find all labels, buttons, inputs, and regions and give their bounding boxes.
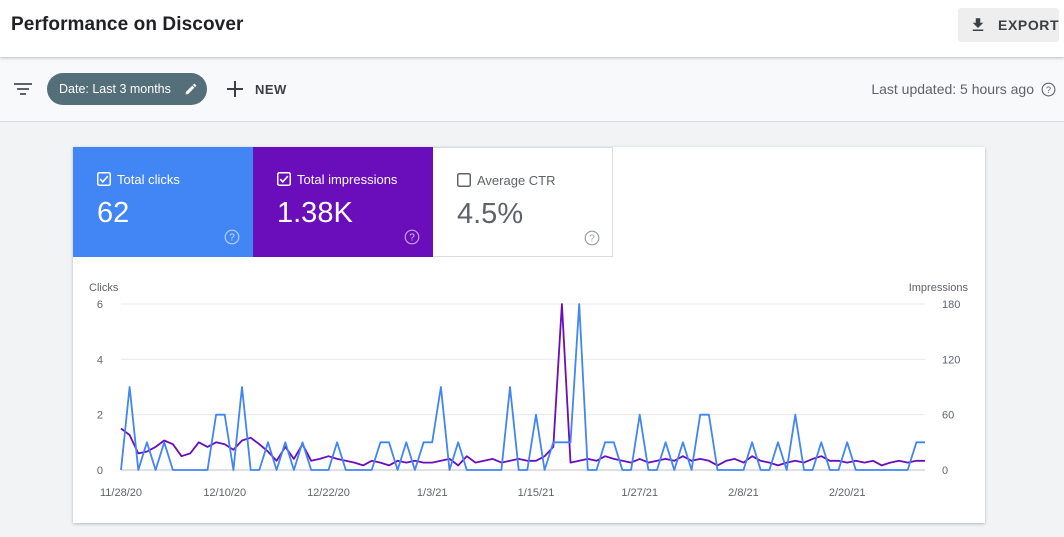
y-right-tick-label: 180 [942,299,960,311]
date-filter-label: Date: Last 3 months [59,82,171,96]
x-tick-label: 12/10/20 [203,487,246,499]
metric-name: Average CTR [477,173,556,188]
help-icon[interactable]: ? [224,229,240,245]
x-tick-label: 1/3/21 [417,487,448,499]
x-tick-label: 11/28/20 [100,487,142,499]
y-left-axis-label: Clicks [89,282,119,294]
new-filter-label: NEW [255,82,287,97]
svg-text:?: ? [1046,85,1051,95]
x-tick-label: 2/20/21 [829,487,866,499]
x-tick-label: 1/15/21 [518,487,555,499]
date-filter-chip[interactable]: Date: Last 3 months [47,73,207,105]
series-line-impressions [120,303,925,467]
x-tick-label: 1/27/21 [621,487,658,499]
svg-text:?: ? [589,234,595,245]
y-left-tick-label: 0 [97,465,103,477]
y-right-tick-label: 60 [942,410,954,422]
metric-average-ctr[interactable]: Average CTR 4.5% ? [433,147,613,257]
help-icon[interactable]: ? [1041,82,1056,97]
y-right-axis-label: Impressions [909,282,969,294]
help-icon[interactable]: ? [584,230,600,246]
metric-total-impressions[interactable]: Total impressions 1.38K ? [253,147,433,257]
series-line-clicks [120,303,925,471]
metric-name: Total clicks [117,172,180,187]
filter-bar: Date: Last 3 months NEW Last updated: 5 … [0,57,1064,122]
top-app-bar: Performance on Discover EXPORT [0,0,1064,57]
checkbox-checked-icon[interactable] [97,172,111,186]
metric-value: 1.38K [277,197,353,229]
download-icon [972,18,984,31]
checkbox-checked-icon[interactable] [277,172,291,186]
x-tick-label: 12/22/20 [307,487,350,499]
last-updated-text: Last updated: 5 hours ago [871,81,1034,97]
y-left-tick-label: 4 [97,354,103,366]
metric-value: 4.5% [457,198,524,230]
help-icon[interactable]: ? [404,229,420,245]
svg-text:?: ? [229,233,235,244]
plus-icon [227,81,243,97]
y-left-tick-label: 6 [97,299,103,311]
y-right-tick-label: 0 [942,465,948,477]
x-tick-label: 2/8/21 [728,487,759,499]
filter-icon[interactable] [13,81,33,97]
svg-text:?: ? [409,233,415,244]
checkbox-unchecked-icon[interactable] [457,173,471,187]
export-button[interactable]: EXPORT [958,8,1059,42]
y-left-tick-label: 2 [97,410,103,422]
y-right-tick-label: 120 [942,354,960,366]
metric-name: Total impressions [297,172,398,187]
metric-value: 62 [97,197,130,229]
metric-total-clicks[interactable]: Total clicks 62 ? [73,147,253,257]
edit-pencil-icon [185,83,197,95]
export-label: EXPORT [998,17,1060,33]
performance-card: Total clicks 62 ? Total impressions 1.38… [73,147,985,523]
page-title: Performance on Discover [11,14,244,35]
